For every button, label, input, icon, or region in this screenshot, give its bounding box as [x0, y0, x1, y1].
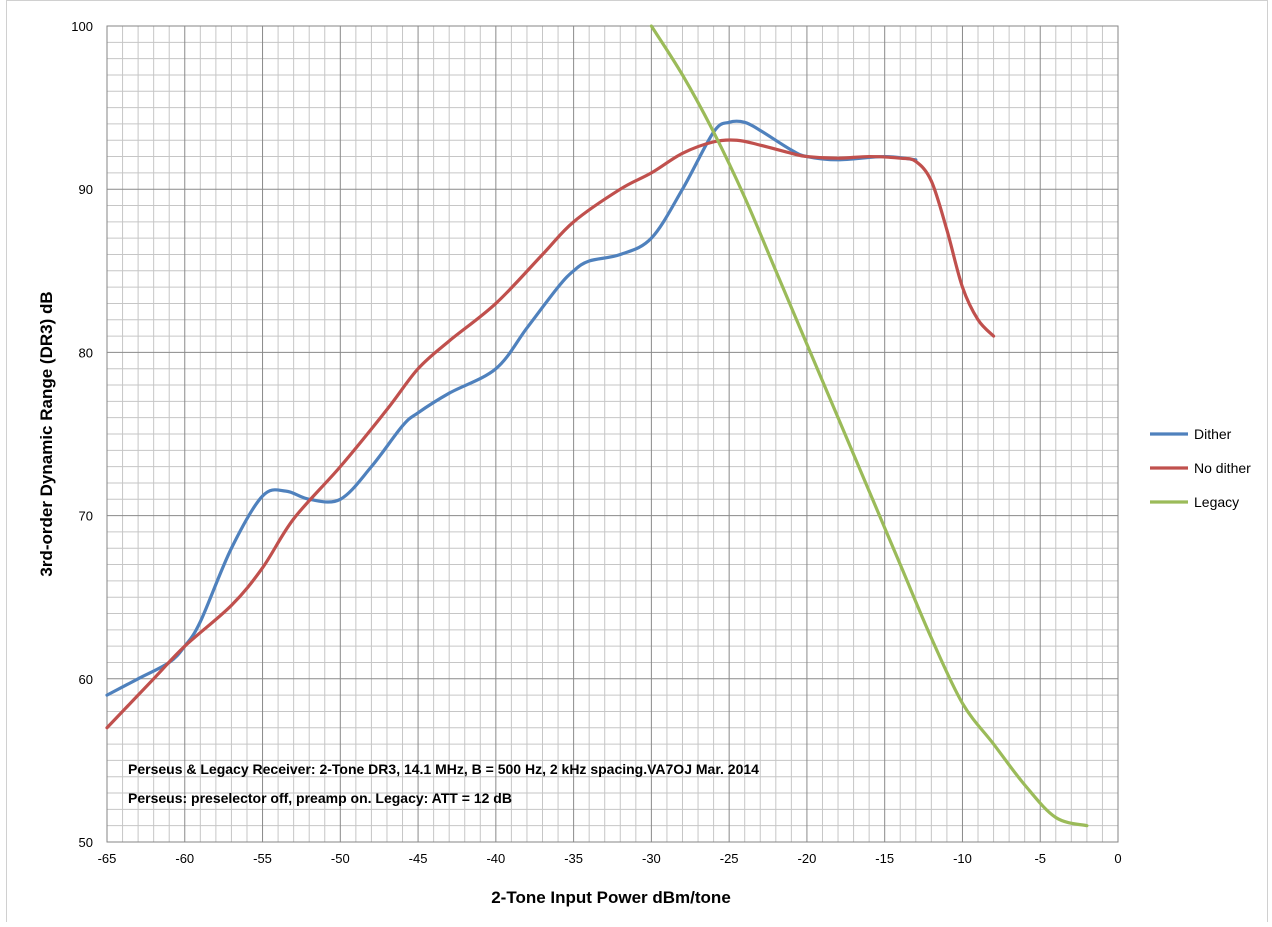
minor-gridlines — [107, 26, 1118, 842]
series-line-no-dither — [105, 138, 996, 730]
x-tick-label: -50 — [331, 851, 350, 866]
x-tick-label: 0 — [1114, 851, 1121, 866]
x-axis-tick-labels: -65 -60 -55 -50 -45 -40 -35 -30 -25 -20 -15 -10 -5 0 — [98, 851, 1122, 866]
y-tick-label: 60 — [79, 672, 93, 687]
y-tick-label: 100 — [71, 19, 93, 34]
annotation-line-1: Perseus & Legacy Receiver: 2-Tone DR3, 1… — [128, 761, 759, 777]
plot-area-border — [106, 25, 1119, 843]
x-tick-label: -55 — [253, 851, 272, 866]
x-axis-title: 2-Tone Input Power dBm/tone — [491, 888, 731, 907]
y-tick-label: 90 — [79, 182, 93, 197]
y-tick-label: 80 — [79, 345, 93, 360]
series-line-dither — [105, 119, 918, 697]
y-tick-label: 50 — [79, 835, 93, 850]
x-tick-label: -60 — [175, 851, 194, 866]
legend: Dither No dither Legacy — [1150, 426, 1251, 510]
series-line-legacy — [649, 24, 1089, 828]
x-tick-label: -45 — [409, 851, 428, 866]
chart-frame — [6, 0, 1268, 922]
x-tick-label: -65 — [98, 851, 117, 866]
x-tick-label: -10 — [953, 851, 972, 866]
legend-label-no-dither: No dither — [1194, 460, 1251, 476]
y-tick-label: 70 — [79, 509, 93, 524]
x-tick-label: -40 — [486, 851, 505, 866]
x-tick-label: -35 — [564, 851, 583, 866]
annotation-line-2: Perseus: preselector off, preamp on. Leg… — [128, 790, 512, 806]
y-axis-title: 3rd-order Dynamic Range (DR3) dB — [37, 291, 56, 576]
legend-label-legacy: Legacy — [1194, 494, 1239, 510]
legend-label-dither: Dither — [1194, 426, 1232, 442]
series-lines — [105, 24, 1089, 828]
x-tick-label: -15 — [875, 851, 894, 866]
x-tick-label: -30 — [642, 851, 661, 866]
x-tick-label: -25 — [720, 851, 739, 866]
x-tick-label: -5 — [1034, 851, 1046, 866]
y-axis-tick-labels: 50 60 70 80 90 100 — [71, 19, 93, 850]
x-tick-label: -20 — [798, 851, 817, 866]
